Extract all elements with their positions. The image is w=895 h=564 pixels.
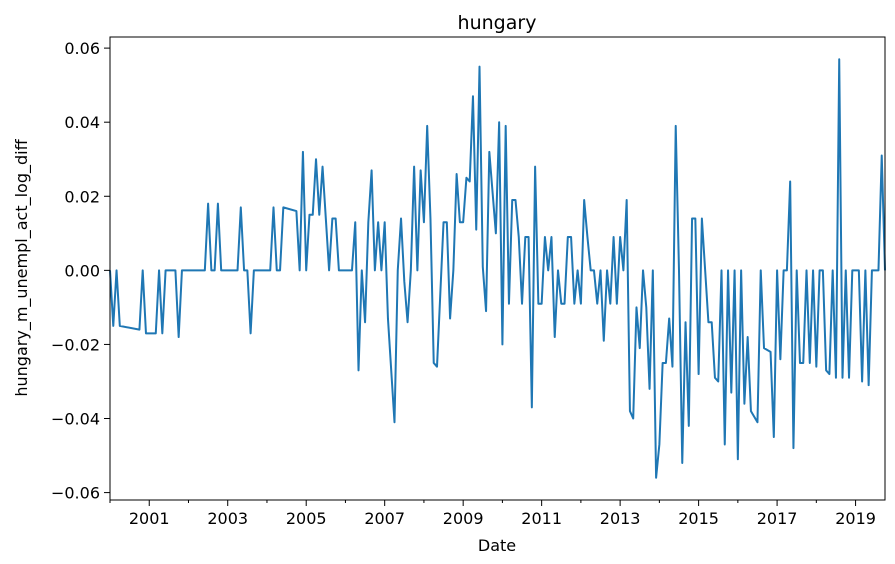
x-tick-label: 2003 [207, 509, 248, 528]
x-tick-label: 2009 [443, 509, 484, 528]
y-tick-label: 0.04 [64, 113, 100, 132]
x-tick-label: 2005 [286, 509, 327, 528]
x-tick-label: 2001 [129, 509, 170, 528]
x-tick-label: 2017 [757, 509, 798, 528]
x-tick-label: 2011 [521, 509, 562, 528]
y-tick-label: −0.04 [51, 410, 100, 429]
x-axis-label: Date [478, 536, 516, 555]
y-axis-label: hungary_m_unempl_act_log_diff [12, 138, 32, 396]
y-tick-label: 0.00 [64, 261, 100, 280]
x-tick-label: 2007 [364, 509, 405, 528]
x-tick-label: 2019 [835, 509, 876, 528]
y-tick-label: −0.02 [51, 335, 100, 354]
y-tick-label: −0.06 [51, 484, 100, 503]
x-tick-label: 2015 [678, 509, 719, 528]
x-tick-label: 2013 [600, 509, 641, 528]
y-tick-label: 0.06 [64, 39, 100, 58]
plot-frame [109, 36, 886, 501]
chart-title: hungary [458, 12, 537, 34]
y-tick-label: 0.02 [64, 187, 100, 206]
series-line-0 [109, 58, 886, 479]
